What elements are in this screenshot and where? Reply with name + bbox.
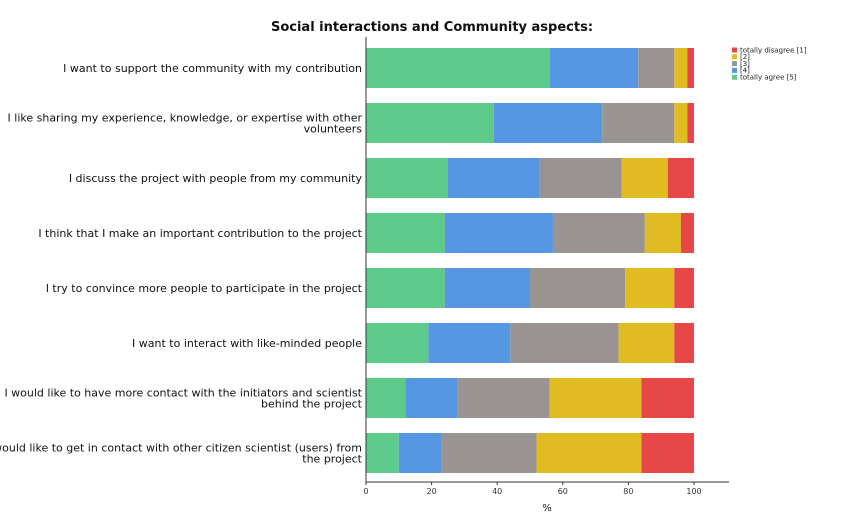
category-label: I try to convince more people to partici…: [46, 282, 363, 295]
bar-segment: [493, 103, 603, 143]
bar-segment: [366, 323, 429, 363]
x-tick-label: 20: [427, 487, 437, 496]
chart-title: Social interactions and Community aspect…: [270, 20, 594, 35]
bar-segment: [366, 378, 406, 418]
bar-segment: [444, 268, 530, 308]
bar-segment: [510, 323, 619, 363]
bar-segment: [536, 433, 642, 473]
bar-segment: [444, 213, 553, 253]
bar-segment: [552, 213, 645, 253]
bar-segment: [618, 323, 675, 363]
legend-label: [2]: [740, 53, 750, 61]
bar-segment: [674, 48, 688, 88]
bar-segment: [687, 48, 694, 88]
category-label: the project: [302, 453, 362, 466]
bar-segment: [644, 213, 681, 253]
legend-swatch: [732, 61, 737, 67]
category-label: I like sharing my experience, knowledge,…: [8, 112, 363, 125]
bar-segment: [539, 158, 622, 198]
legend-label: totally disagree [1]: [740, 46, 807, 54]
legend-label: [3]: [740, 60, 750, 68]
bar-segment: [549, 378, 642, 418]
legend-label: totally agree [5]: [740, 74, 797, 82]
bar-segment: [366, 433, 399, 473]
bar-segment: [366, 158, 448, 198]
x-tick-label: 80: [623, 487, 633, 496]
bar-segment: [680, 213, 694, 253]
bar-segment: [638, 48, 675, 88]
bar-segment: [602, 103, 675, 143]
category-labels: I want to support the community with my …: [0, 62, 363, 466]
category-label: I want to support the community with my …: [63, 62, 362, 75]
bar-segment: [674, 103, 688, 143]
bar-segment: [428, 323, 511, 363]
x-tick-label: 40: [492, 487, 502, 496]
bar-segment: [405, 378, 458, 418]
bar-segment: [641, 378, 694, 418]
bar-segment: [441, 433, 537, 473]
bar-segment: [674, 323, 694, 363]
legend-swatch: [732, 47, 737, 53]
bar-segment: [674, 268, 694, 308]
bar-segment: [366, 213, 445, 253]
bar-segment: [366, 103, 494, 143]
bar-segment: [641, 433, 694, 473]
x-axis-label: %: [542, 503, 552, 514]
x-tick-label: 0: [363, 487, 368, 496]
legend-label: [4]: [740, 67, 750, 75]
bar-segment: [457, 378, 550, 418]
bar-segment: [366, 48, 550, 88]
bar-segment: [549, 48, 639, 88]
bar-segment: [687, 103, 694, 143]
bar-segment: [667, 158, 694, 198]
bar-area: [366, 48, 694, 473]
legend-swatch: [732, 54, 737, 60]
legend-swatch: [732, 74, 737, 80]
x-axis: 0 20 40 60 80 100: [363, 37, 729, 496]
category-label: behind the project: [261, 398, 363, 411]
bar-segment: [530, 268, 626, 308]
legend-swatch: [732, 67, 737, 73]
bar-segment: [621, 158, 668, 198]
bar-segment: [366, 268, 445, 308]
bar-segment: [398, 433, 442, 473]
x-tick-label: 60: [558, 487, 568, 496]
bar-segment: [625, 268, 675, 308]
legend: totally disagree [1][2][3][4]totally agr…: [732, 46, 807, 82]
category-label: I want to interact with like-minded peop…: [132, 337, 362, 350]
category-label: I discuss the project with people from m…: [69, 172, 363, 185]
bar-segment: [448, 158, 540, 198]
category-label: I think that I make an important contrib…: [38, 227, 362, 240]
category-label: I would like to have more contact with t…: [4, 387, 362, 400]
category-label: volunteers: [304, 123, 363, 136]
x-tick-label: 100: [686, 487, 701, 496]
category-label: I would like to get in contact with othe…: [0, 442, 362, 455]
